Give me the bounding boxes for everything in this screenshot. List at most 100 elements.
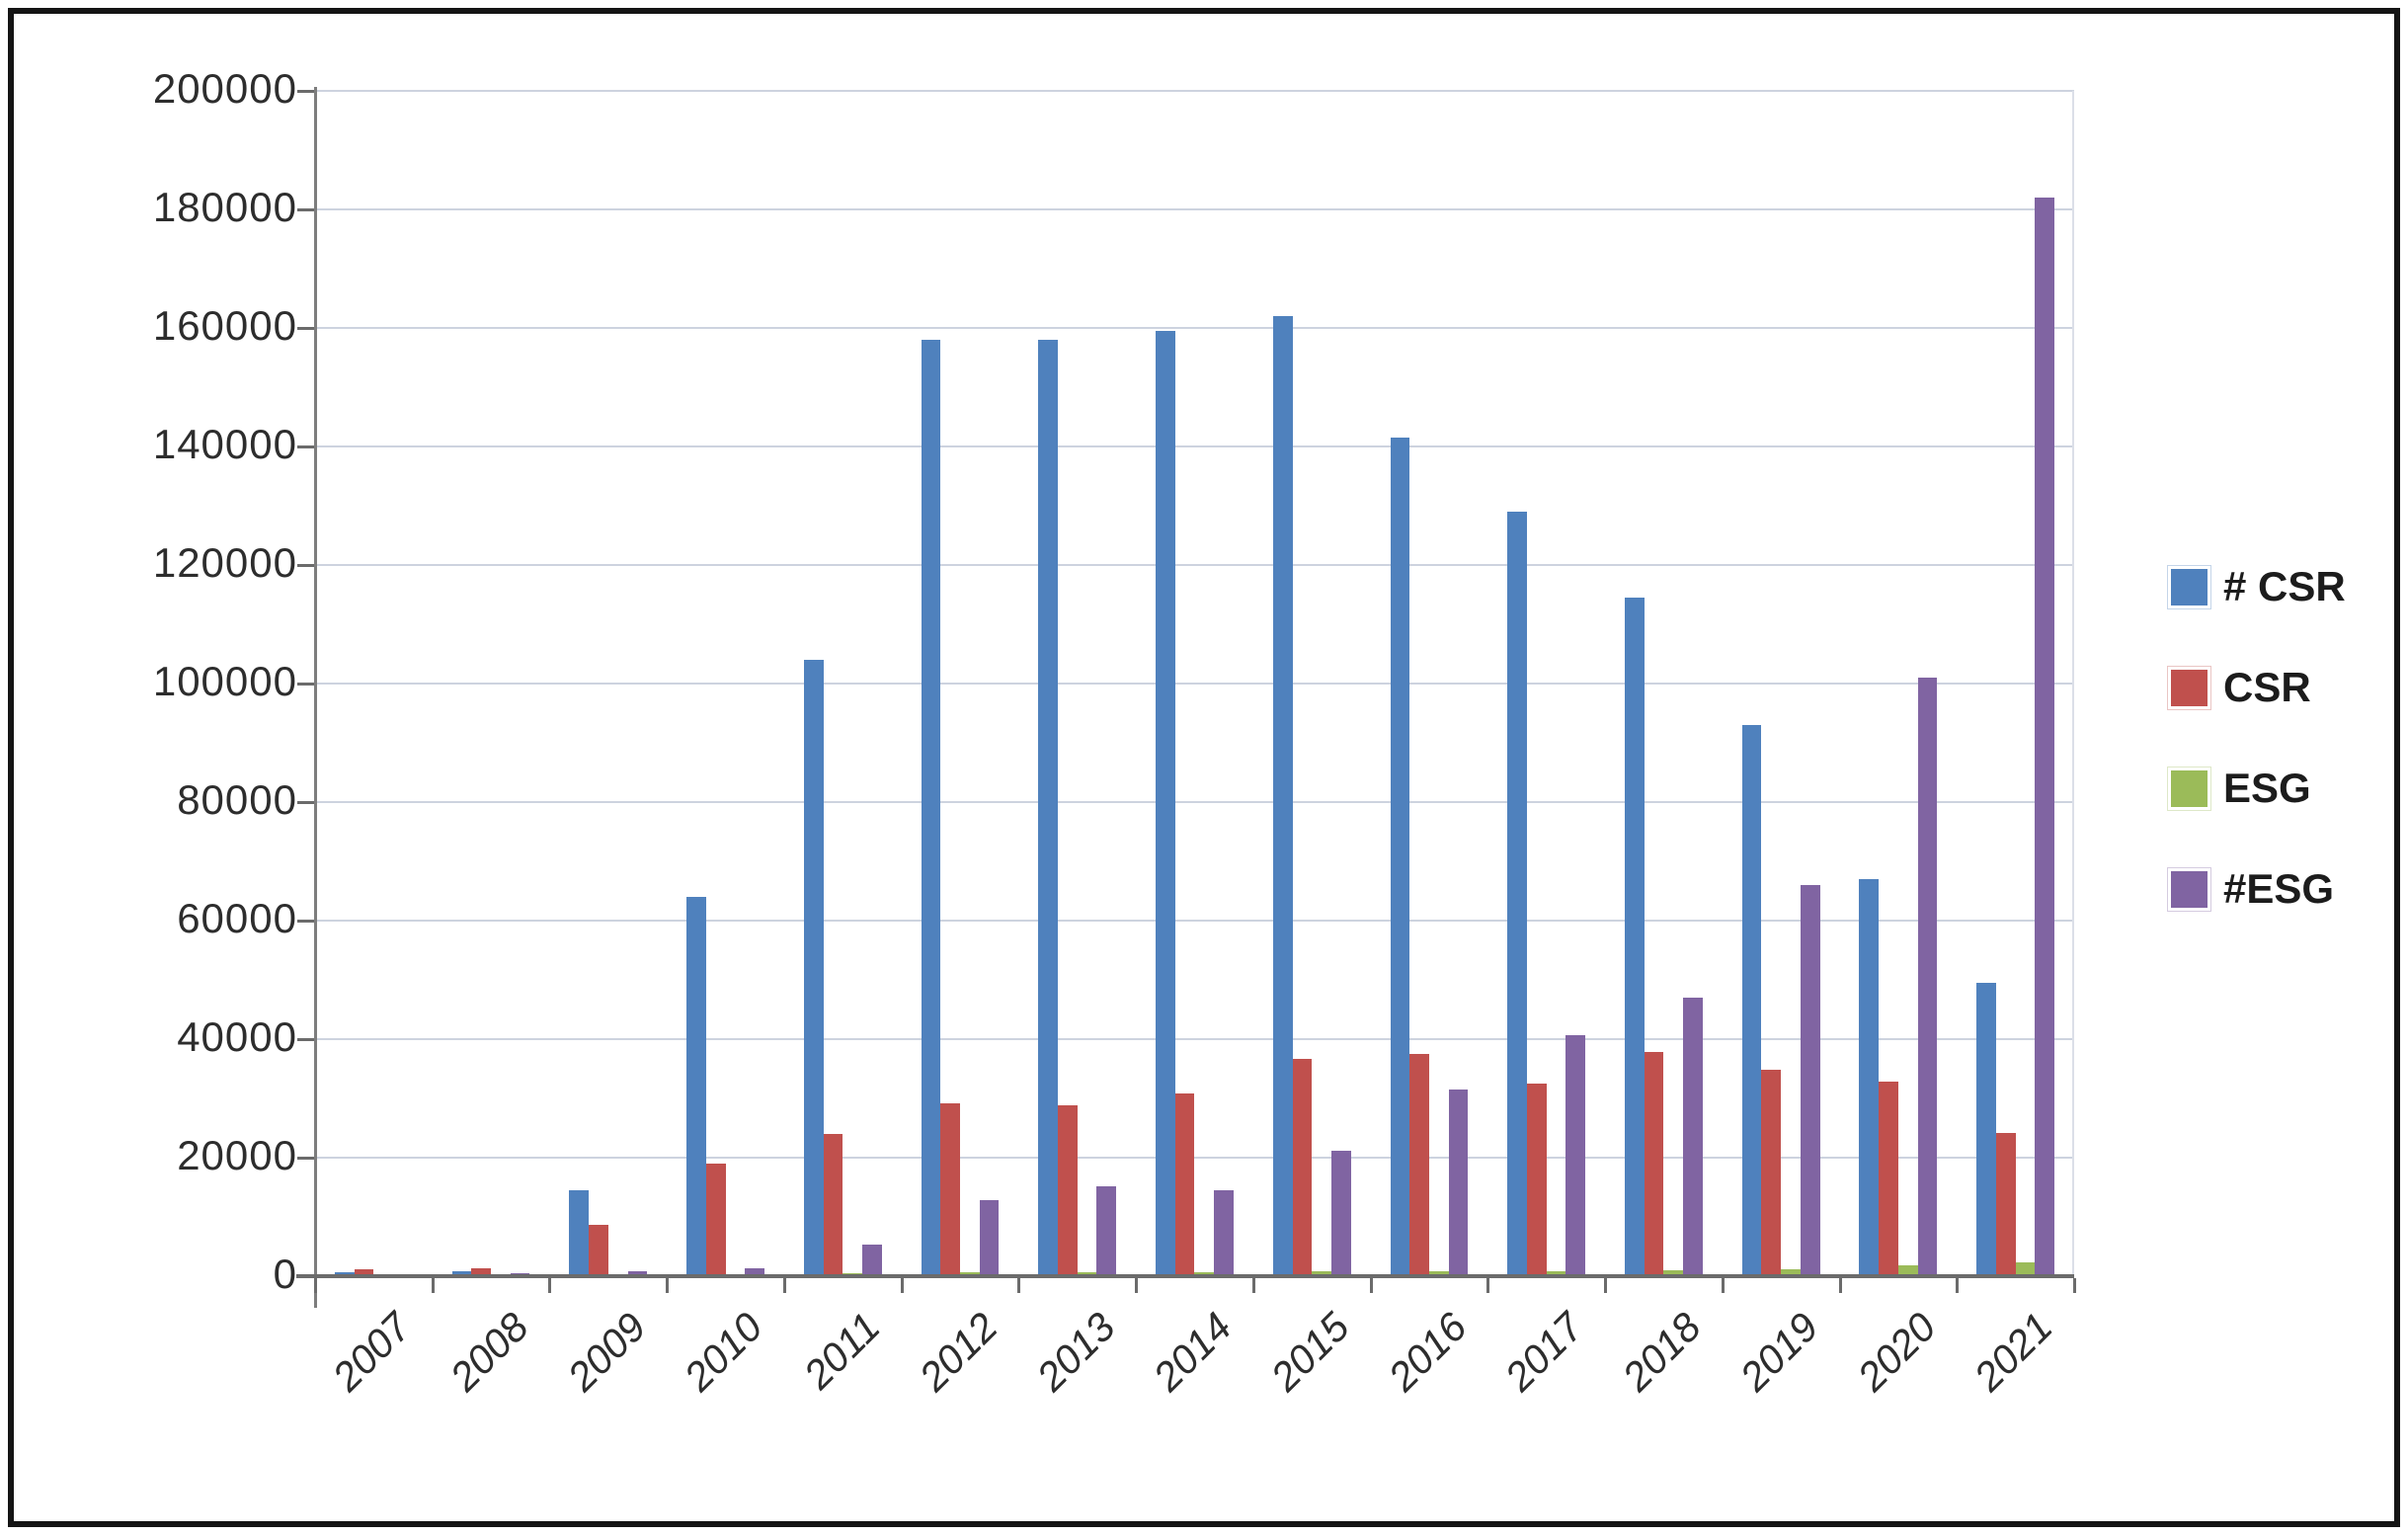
bar-#ESG-2010 bbox=[745, 1268, 764, 1276]
legend-item-ESG: ESG bbox=[2171, 765, 2346, 812]
legend-label: #ESG bbox=[2223, 865, 2335, 912]
bar-#CSR-2011 bbox=[803, 660, 824, 1276]
bar-group-2011 bbox=[784, 91, 902, 1276]
bar-#CSR-2013 bbox=[1038, 340, 1059, 1276]
bar-#ESG-2019 bbox=[1800, 885, 1820, 1276]
x-tick bbox=[900, 1278, 904, 1293]
y-label-180000: 180000 bbox=[152, 184, 297, 230]
x-tick bbox=[1251, 1278, 1255, 1293]
x-label-2009: 2009 bbox=[558, 1304, 655, 1401]
bar-CSR-2015 bbox=[1292, 1059, 1313, 1276]
bar-#ESG-2021 bbox=[2035, 198, 2055, 1276]
bar-#ESG-2013 bbox=[1096, 1186, 1117, 1276]
legend-swatch bbox=[2171, 669, 2207, 706]
bar-ESG-2015 bbox=[1312, 1271, 1331, 1276]
bar-ESG-2016 bbox=[1428, 1271, 1449, 1276]
bar-CSR-2018 bbox=[1644, 1052, 1664, 1276]
y-label-140000: 140000 bbox=[152, 421, 297, 467]
bar-ESG-2020 bbox=[1897, 1265, 1918, 1276]
legend-swatch bbox=[2171, 568, 2207, 606]
bar-CSR-2014 bbox=[1174, 1093, 1195, 1276]
x-label-2014: 2014 bbox=[1144, 1304, 1242, 1401]
x-tick bbox=[1135, 1278, 1139, 1293]
bar-ESG-2021 bbox=[2015, 1262, 2036, 1276]
bar-ESG-2017 bbox=[1546, 1271, 1566, 1276]
legend-label: CSR bbox=[2223, 664, 2311, 710]
y-tick bbox=[297, 1038, 314, 1041]
bar-CSR-2012 bbox=[940, 1103, 961, 1276]
x-axis-line bbox=[296, 1274, 2074, 1278]
gridline bbox=[315, 920, 2074, 922]
bar-group-2013 bbox=[1018, 91, 1136, 1276]
gridline bbox=[315, 683, 2074, 685]
x-label-2012: 2012 bbox=[910, 1304, 1006, 1401]
y-tick bbox=[297, 801, 314, 804]
y-tick bbox=[297, 208, 314, 211]
y-tick bbox=[297, 1157, 314, 1160]
bar-#CSR-2018 bbox=[1625, 598, 1645, 1276]
legend-item-#ESG: #ESG bbox=[2171, 865, 2346, 913]
bar-CSR-2010 bbox=[705, 1164, 726, 1276]
y-label-40000: 40000 bbox=[177, 1013, 297, 1060]
bar-group-2020 bbox=[1840, 91, 1958, 1276]
y-tick bbox=[297, 445, 314, 448]
x-tick bbox=[666, 1278, 670, 1293]
gridline bbox=[315, 90, 2074, 92]
y-label-20000: 20000 bbox=[177, 1132, 297, 1178]
bar-group-2008 bbox=[433, 91, 550, 1276]
bar-CSR-2016 bbox=[1409, 1054, 1429, 1276]
x-tick bbox=[1721, 1278, 1725, 1293]
bar-#CSR-2009 bbox=[569, 1190, 590, 1276]
bar-group-2014 bbox=[1136, 91, 1253, 1276]
x-label-2015: 2015 bbox=[1261, 1304, 1358, 1401]
x-tick bbox=[1486, 1278, 1490, 1293]
x-tick bbox=[1956, 1278, 1960, 1293]
gridline bbox=[315, 445, 2074, 447]
legend-swatch bbox=[2171, 769, 2207, 807]
legend-item-CSR: CSR bbox=[2171, 664, 2346, 711]
bar-#CSR-2008 bbox=[451, 1271, 472, 1276]
y-label-120000: 120000 bbox=[152, 539, 297, 586]
x-label-2013: 2013 bbox=[1027, 1304, 1124, 1401]
bar-group-2012 bbox=[902, 91, 1019, 1276]
y-tick bbox=[297, 683, 314, 686]
x-tick bbox=[1017, 1278, 1021, 1293]
x-tick bbox=[431, 1278, 435, 1293]
bar-#CSR-2019 bbox=[1741, 725, 1762, 1276]
bar-#ESG-2018 bbox=[1683, 998, 1703, 1276]
x-label-2018: 2018 bbox=[1613, 1304, 1710, 1401]
legend-label: # CSR bbox=[2223, 563, 2346, 609]
x-label-2020: 2020 bbox=[1848, 1304, 1945, 1401]
bar-group-2018 bbox=[1605, 91, 1723, 1276]
y-tick bbox=[297, 920, 314, 923]
y-tick bbox=[297, 327, 314, 330]
bar-CSR-2020 bbox=[1879, 1082, 1898, 1276]
y-tick bbox=[297, 1275, 314, 1278]
bar-group-2019 bbox=[1723, 91, 1840, 1276]
y-label-0: 0 bbox=[273, 1251, 297, 1297]
bar-#ESG-2017 bbox=[1565, 1035, 1586, 1276]
y-label-160000: 160000 bbox=[152, 302, 297, 349]
x-label-2011: 2011 bbox=[794, 1304, 889, 1398]
x-tick bbox=[1369, 1278, 1373, 1293]
bar-#ESG-2011 bbox=[861, 1245, 882, 1276]
bar-#CSR-2010 bbox=[686, 897, 706, 1276]
bar-group-2010 bbox=[667, 91, 784, 1276]
gridline bbox=[315, 208, 2074, 210]
bar-CSR-2008 bbox=[471, 1268, 492, 1276]
x-label-2007: 2007 bbox=[323, 1304, 420, 1401]
legend-swatch bbox=[2171, 870, 2207, 908]
y-tick bbox=[297, 90, 314, 93]
y-label-100000: 100000 bbox=[152, 658, 297, 704]
bar-#CSR-2021 bbox=[1976, 983, 1996, 1276]
bar-CSR-2011 bbox=[823, 1134, 843, 1276]
legend: # CSR CSR ESG #ESG bbox=[2171, 563, 2346, 966]
gridline bbox=[315, 1038, 2074, 1040]
bar-#CSR-2017 bbox=[1507, 512, 1527, 1276]
y-label-200000: 200000 bbox=[152, 65, 297, 112]
gridline bbox=[315, 564, 2074, 566]
y-label-80000: 80000 bbox=[177, 776, 297, 823]
x-tick bbox=[2073, 1278, 2076, 1293]
gridline bbox=[315, 327, 2074, 329]
y-tick bbox=[297, 564, 314, 567]
